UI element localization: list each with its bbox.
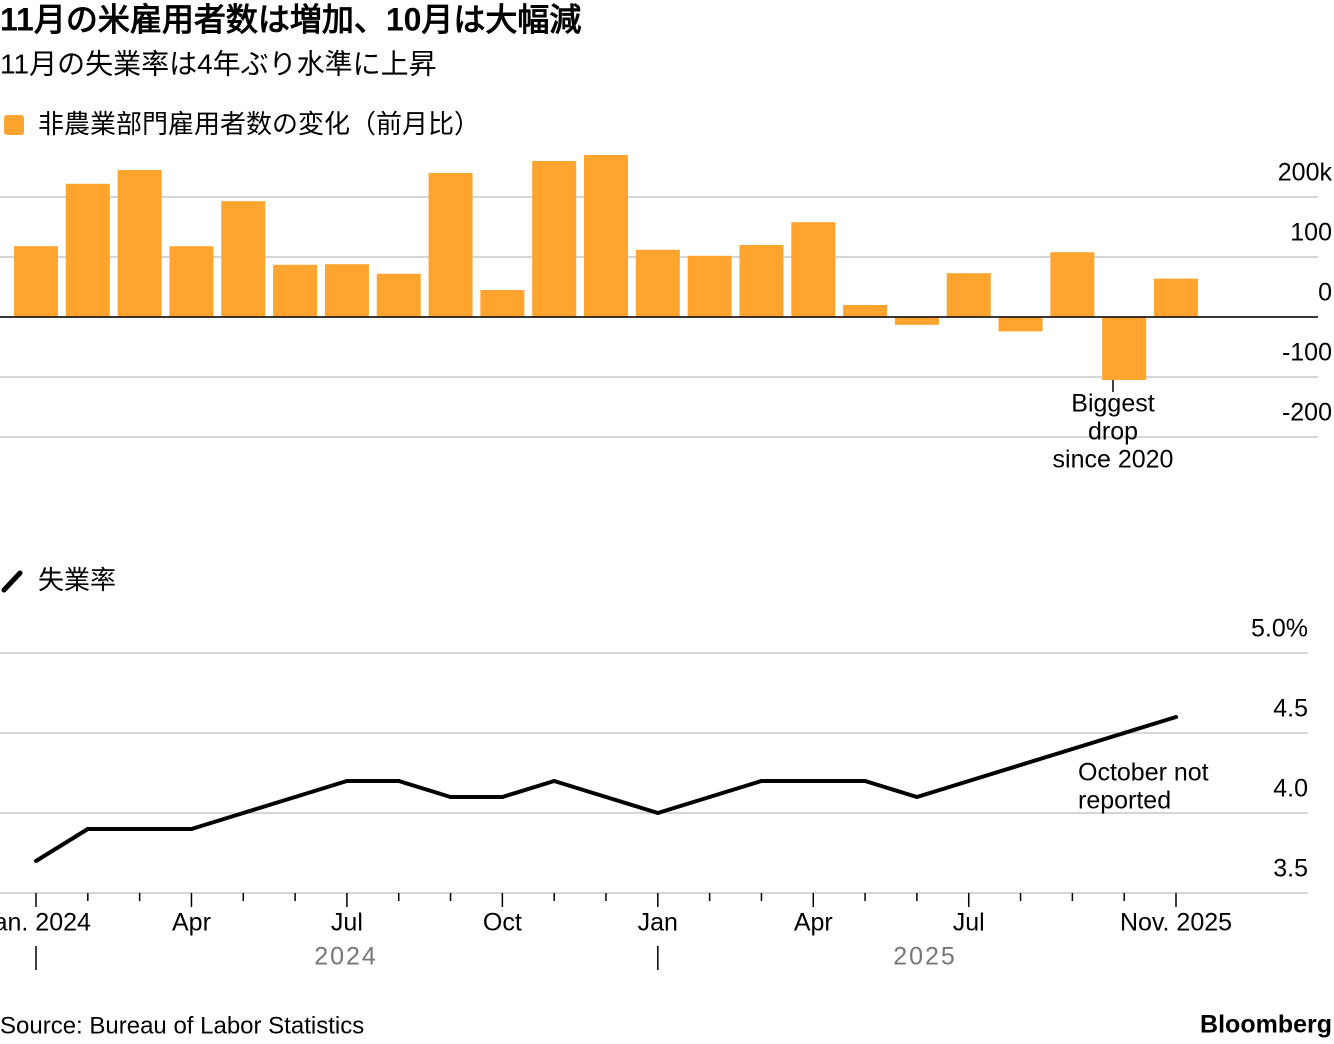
annotation: reported	[1078, 787, 1171, 815]
line-segment	[655, 795, 712, 815]
legend-label: 失業率	[38, 565, 116, 595]
line-segment	[1018, 747, 1075, 767]
bar	[117, 170, 162, 317]
bar	[635, 249, 680, 317]
chart-title: 11月の米雇用者数は増加、10月は大幅減	[0, 1, 581, 37]
annotation: October not	[1078, 759, 1209, 787]
bar	[376, 273, 421, 317]
line-segment	[34, 827, 90, 863]
bar	[584, 155, 628, 317]
line-segment	[293, 779, 349, 799]
bar	[687, 255, 732, 317]
y-tick-label: 5.0%	[1251, 615, 1308, 643]
line-segment	[1070, 715, 1178, 751]
bar	[169, 246, 214, 317]
bar	[791, 222, 836, 317]
bar	[428, 173, 473, 317]
bar	[65, 183, 110, 317]
y-tick-label: -200	[1282, 399, 1332, 427]
bar	[843, 305, 888, 317]
bar	[532, 161, 577, 317]
y-tick-label: 3.5	[1273, 855, 1308, 883]
annotation: Biggest	[1071, 390, 1154, 418]
line-segment	[863, 779, 919, 799]
bar	[273, 264, 318, 317]
line-segment	[552, 779, 608, 799]
bar	[1154, 278, 1198, 317]
bar	[221, 201, 266, 317]
bar	[1050, 252, 1095, 317]
bar	[324, 264, 369, 317]
x-tick-label: Apr	[172, 909, 211, 937]
bar	[480, 290, 525, 317]
x-tick-label: Oct	[483, 909, 522, 937]
x-tick-label: Jan. 2024	[0, 909, 91, 937]
bar	[739, 245, 784, 317]
line-segment	[966, 763, 1023, 783]
bar	[946, 273, 991, 317]
x-tick-label: Jul	[953, 909, 985, 937]
line-segment	[500, 779, 557, 799]
y-tick-label: 4.0	[1273, 775, 1308, 803]
y-tick-label: 100	[1290, 219, 1332, 247]
line-segment	[189, 811, 246, 831]
line-segment	[241, 795, 298, 815]
y-tick-label: 4.5	[1273, 695, 1308, 723]
annotation: since 2020	[1053, 446, 1174, 474]
y-tick-label: -100	[1282, 339, 1332, 367]
bar	[998, 317, 1043, 332]
chart-subtitle: 11月の失業率は4年ぶり水準に上昇	[0, 48, 437, 79]
y-tick-label: 0	[1318, 279, 1332, 307]
source: Source: Bureau of Labor Statistics	[0, 1012, 364, 1039]
line-segment	[707, 779, 764, 799]
bar	[894, 317, 939, 325]
year-label: 2025	[893, 943, 957, 971]
x-tick-label: Nov. 2025	[1120, 909, 1232, 937]
bar	[14, 246, 58, 317]
line-segment	[914, 779, 971, 799]
bar	[1102, 317, 1147, 380]
brand: Bloomberg	[1200, 1011, 1332, 1039]
line-segment	[396, 779, 453, 799]
legend-swatch	[4, 115, 24, 135]
line-segment	[604, 795, 660, 815]
legend-line	[1, 570, 23, 593]
x-tick-label: Apr	[794, 909, 833, 937]
y-tick-label: 200k	[1278, 159, 1333, 187]
annotation: drop	[1088, 418, 1138, 446]
x-tick-label: Jul	[331, 909, 363, 937]
x-tick-label: Jan	[638, 909, 678, 937]
legend-label: 非農業部門雇用者数の変化（前月比）	[38, 109, 480, 139]
year-label: 2024	[314, 943, 378, 971]
